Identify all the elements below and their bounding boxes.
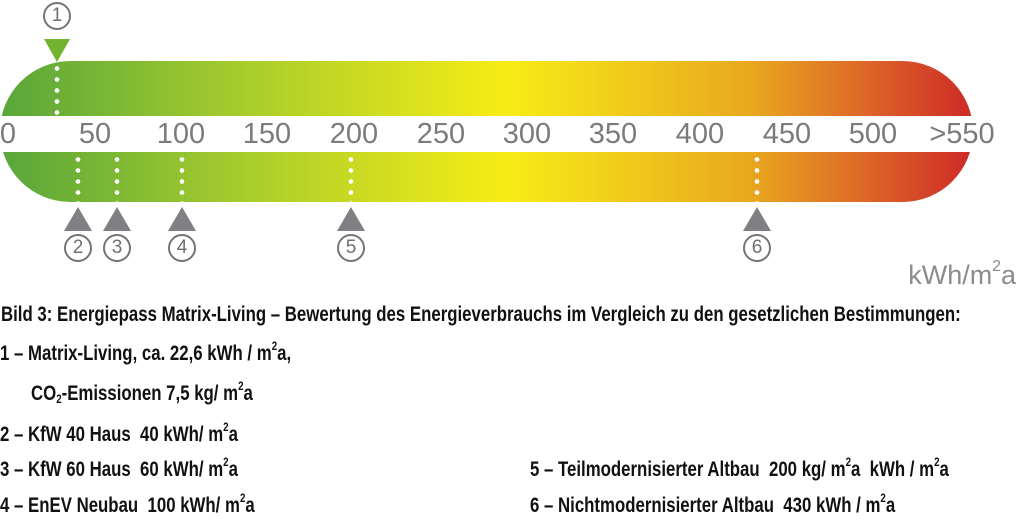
marker-1-triangle-icon xyxy=(44,39,70,62)
tick-label-gt550: >550 xyxy=(929,118,995,150)
marker-4-dotted-line xyxy=(179,152,185,202)
tick-label-350: 350 xyxy=(588,118,638,150)
marker-6-triangle-icon xyxy=(743,207,771,231)
tick-label-250: 250 xyxy=(416,118,466,150)
marker-1-number-badge: 1 xyxy=(43,2,71,30)
legend-line-4: 3 – KfW 60 Haus 60 kWh/ m2a xyxy=(0,454,297,482)
marker-5-number-badge: 5 xyxy=(337,234,365,262)
marker-5-triangle-icon xyxy=(337,207,365,231)
legend-line-3: 2 – KfW 40 Haus 40 kWh/ m2a xyxy=(0,419,297,447)
tick-label-50: 50 xyxy=(78,118,112,150)
legend-line-2: CO2-Emissionen 7,5 kg/ m2a xyxy=(31,378,308,406)
legend-line-6: 5 – Teilmodernisierter Altbau 200 kg/ m2… xyxy=(530,454,1024,482)
tick-label-0: 0 xyxy=(0,118,17,150)
marker-3-number-badge: 3 xyxy=(103,234,131,262)
tick-label-400: 400 xyxy=(675,118,725,150)
tick-label-200: 200 xyxy=(329,118,379,150)
marker-1-dotted-line xyxy=(54,61,60,116)
marker-6-dotted-line xyxy=(754,152,760,202)
legend-line-7: 6 – Nichtmodernisierter Altbau 430 kWh /… xyxy=(530,490,986,518)
legend-line-6-text: 5 – Teilmodernisierter Altbau 200 kg/ m2… xyxy=(530,454,949,481)
tick-label-450: 450 xyxy=(762,118,812,150)
marker-3-triangle-icon xyxy=(103,207,131,231)
legend-line-5-text: 4 – EnEV Neubau 100 kWh/ m2a xyxy=(0,490,255,517)
tick-label-100: 100 xyxy=(156,118,206,150)
marker-3-dotted-line xyxy=(114,152,120,202)
legend-line-5: 4 – EnEV Neubau 100 kWh/ m2a xyxy=(0,490,318,518)
marker-2-dotted-line xyxy=(75,152,81,202)
legend-line-1: 1 – Matrix-Living, ca. 22,6 kWh / m2a, xyxy=(0,338,364,366)
scale-strip: 0 50 100 150 200 250 300 350 400 450 500 >550 xyxy=(0,116,1024,152)
figure-caption: Bild 3: Energiepass Matrix-Living – Bewe… xyxy=(1,303,1024,327)
legend-line-7-text: 6 – Nichtmodernisierter Altbau 430 kWh /… xyxy=(530,490,896,517)
figure-caption-text: Bild 3: Energiepass Matrix-Living – Bewe… xyxy=(1,303,961,326)
legend-line-2-text: CO2-Emissionen 7,5 kg/ m2a xyxy=(31,378,253,406)
tick-label-500: 500 xyxy=(848,118,898,150)
tick-label-300: 300 xyxy=(502,118,552,150)
marker-6-number-badge: 6 xyxy=(743,234,771,262)
tick-label-150: 150 xyxy=(242,118,292,150)
legend-line-1-text: 1 – Matrix-Living, ca. 22,6 kWh / m2a, xyxy=(0,338,292,365)
marker-5-dotted-line xyxy=(348,152,354,202)
marker-4-number-badge: 4 xyxy=(168,234,196,262)
legend-line-4-text: 3 – KfW 60 Haus 60 kWh/ m2a xyxy=(0,454,238,481)
unit-label: kWh/m2a xyxy=(908,258,1016,290)
marker-4-triangle-icon xyxy=(168,207,196,231)
marker-2-triangle-icon xyxy=(64,207,92,231)
legend-line-3-text: 2 – KfW 40 Haus 40 kWh/ m2a xyxy=(0,419,238,446)
marker-2-number-badge: 2 xyxy=(64,234,92,262)
